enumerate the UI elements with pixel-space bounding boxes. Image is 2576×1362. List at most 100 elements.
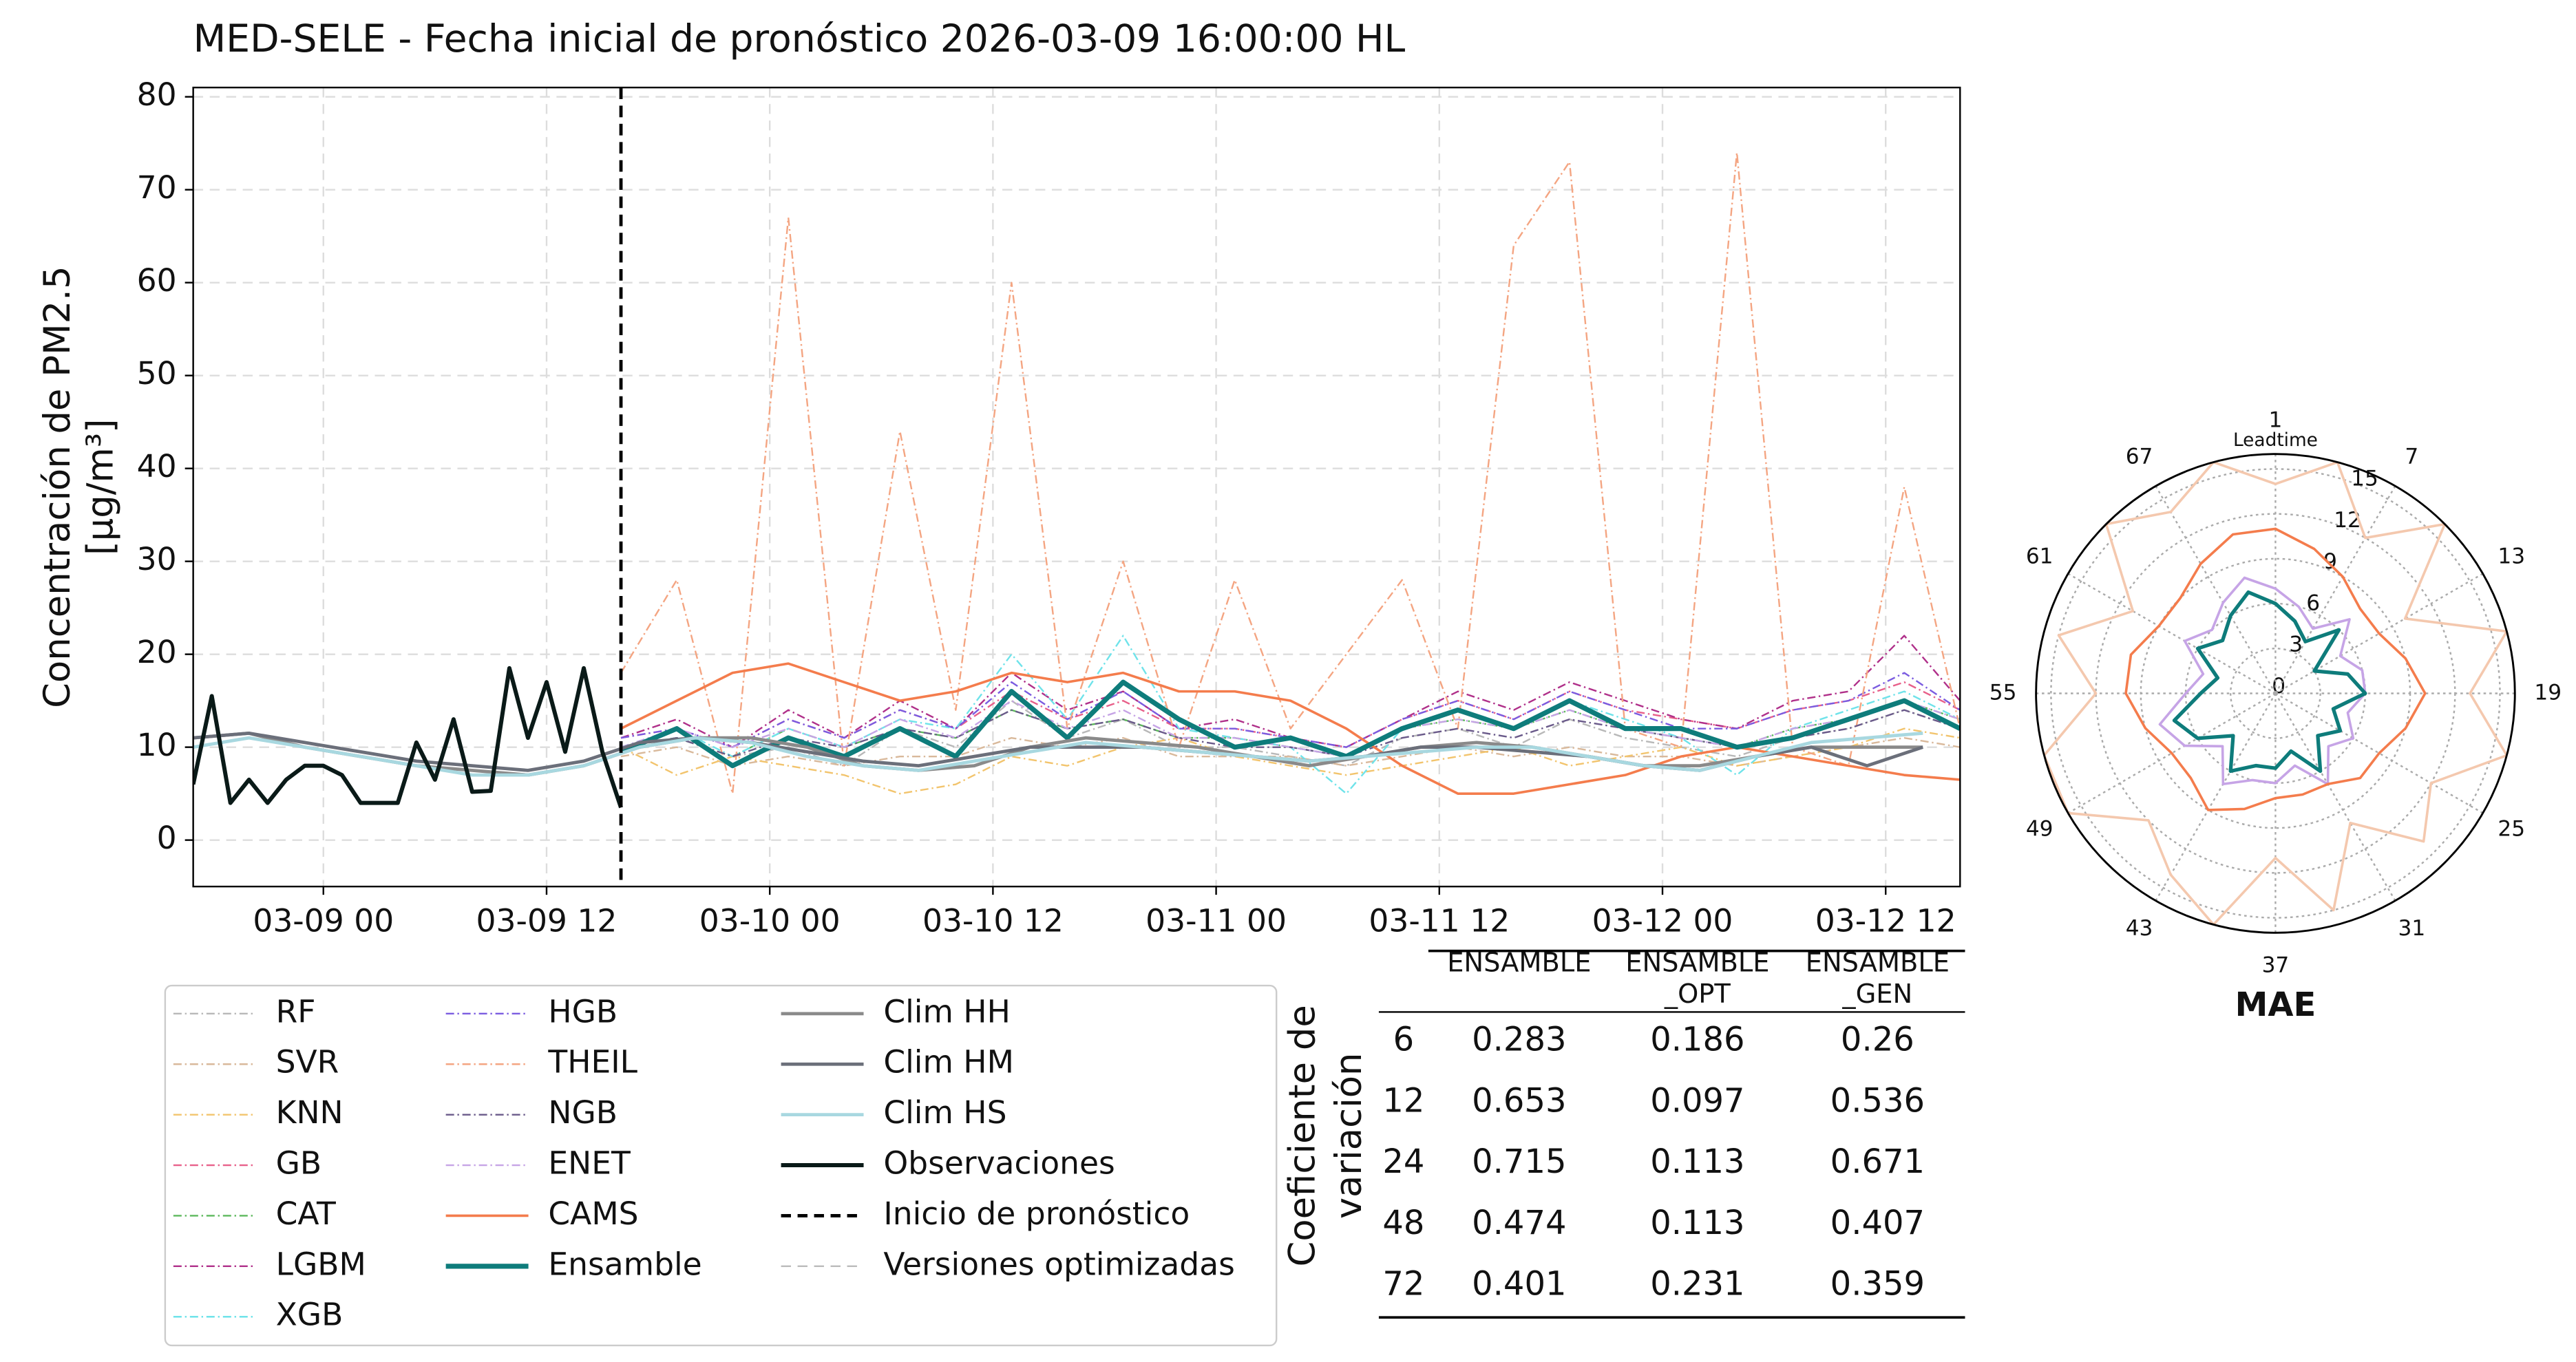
legend-label: THEIL	[547, 1044, 637, 1081]
table-cell: 0.536	[1830, 1081, 1925, 1120]
y-tick-label: 10	[137, 727, 177, 763]
table-cell: 72	[1382, 1265, 1424, 1304]
table-cell: 0.401	[1472, 1265, 1566, 1304]
table-cell: 0.474	[1472, 1204, 1566, 1242]
table-cell: 0.113	[1650, 1142, 1744, 1181]
table-cell: 24	[1382, 1142, 1424, 1181]
table-cell: 0.186	[1650, 1021, 1744, 1059]
table-cell: 0.653	[1472, 1081, 1566, 1120]
table-cell: 0.407	[1830, 1204, 1925, 1242]
series-line	[193, 732, 1923, 777]
grid-circle	[2050, 468, 2501, 919]
r-tick-label: 3	[2289, 632, 2303, 657]
theta-axis-label: Leadtime	[2233, 430, 2318, 451]
legend-label: Clim HS	[883, 1094, 1006, 1131]
y-tick-label: 50	[137, 355, 177, 392]
legend-label: RF	[276, 993, 316, 1030]
grid-spoke	[2155, 485, 2277, 694]
table-row-header: variación	[1328, 1053, 1370, 1220]
theta-tick-label: 43	[2126, 916, 2153, 941]
x-tick-label: 03-11 12	[1369, 902, 1510, 939]
y-tick-label: 40	[137, 448, 177, 485]
theta-tick-label: 67	[2126, 445, 2153, 469]
y-tick-label: 0	[157, 820, 177, 856]
polar-series-line	[2124, 527, 2427, 811]
series-line	[620, 727, 1961, 795]
theta-tick-label: 19	[2534, 680, 2562, 705]
legend-label: Observaciones	[883, 1145, 1115, 1182]
polar-title: MAE	[2235, 986, 2316, 1024]
grid-spoke	[2155, 692, 2277, 902]
y-tick-label: 20	[137, 634, 177, 670]
plot-lines	[193, 151, 1961, 809]
x-tick-label: 03-11 00	[1146, 902, 1287, 939]
theta-tick-label: 25	[2498, 816, 2525, 841]
legend-label: Versiones optimizadas	[883, 1246, 1235, 1282]
x-tick-label: 03-10 12	[922, 902, 1064, 939]
table-cell: 48	[1382, 1204, 1424, 1242]
grid-circle	[2230, 648, 2321, 739]
table-cell: 0.097	[1650, 1081, 1744, 1120]
table-cell: 0.26	[1841, 1021, 1914, 1059]
r-tick-label: 12	[2334, 508, 2361, 533]
theta-tick-label: 31	[2398, 916, 2425, 941]
table-cell: 0.715	[1472, 1142, 1566, 1181]
legend-label: CAMS	[548, 1195, 638, 1232]
r-tick-label: 6	[2306, 590, 2320, 615]
y-axis-label: Concentración de PM2.5	[36, 266, 78, 707]
theta-tick-label: 61	[2026, 544, 2054, 569]
table-column-header: ENSAMBLE	[1625, 947, 1769, 978]
table-column-header: _GEN	[1841, 979, 1912, 1010]
chart-title: MED-SELE - Fecha inicial de pronóstico 2…	[193, 17, 1406, 61]
legend-box	[164, 984, 1278, 1347]
table-cell: 12	[1382, 1081, 1424, 1120]
legend-label: XGB	[276, 1297, 344, 1333]
polar-series-line	[2172, 590, 2367, 774]
table-cell: 0.671	[1830, 1142, 1925, 1181]
series-line	[620, 151, 1961, 795]
r-tick-label: 15	[2351, 467, 2378, 491]
table-cell: 0.283	[1472, 1021, 1566, 1059]
theta-tick-label: 55	[1989, 680, 2017, 705]
table-cell: 0.359	[1830, 1265, 1925, 1304]
table-cell: 0.113	[1650, 1204, 1744, 1242]
x-tick-label: 03-12 12	[1815, 902, 1956, 939]
series-line	[193, 666, 623, 809]
y-tick-label: 30	[137, 541, 177, 577]
legend-label: NGB	[548, 1094, 617, 1131]
y-axis-label: [μg/m³]	[79, 418, 121, 555]
legend-label: Inicio de pronóstico	[883, 1195, 1190, 1232]
table-column-header: _OPT	[1664, 979, 1731, 1010]
legend-label: HGB	[548, 993, 617, 1030]
legend-label: ENET	[548, 1145, 631, 1182]
polar-series-line	[2042, 460, 2509, 926]
polar-frame	[2035, 453, 2516, 934]
x-tick-label: 03-10 00	[699, 902, 841, 939]
legend-label: Ensamble	[548, 1246, 701, 1282]
series-line	[620, 699, 1961, 758]
table-cell: 0.231	[1650, 1265, 1744, 1304]
table-column-header: ENSAMBLE	[1447, 947, 1591, 978]
table-cell: 6	[1393, 1021, 1415, 1059]
polar-lines	[2042, 460, 2509, 926]
legend-label: KNN	[276, 1094, 344, 1131]
plot-frame	[192, 86, 1961, 888]
table-column-header: ENSAMBLE	[1806, 947, 1950, 978]
table-row-header: Coeficiente de	[1282, 1005, 1324, 1266]
grid-spoke	[2067, 573, 2277, 694]
series-line	[620, 635, 1961, 795]
legend-label: Clim HM	[883, 1044, 1014, 1081]
y-tick-label: 60	[137, 262, 177, 299]
legend-label: GB	[276, 1145, 322, 1182]
x-tick-label: 03-12 00	[1592, 902, 1733, 939]
theta-tick-label: 7	[2405, 445, 2418, 469]
legend-label: Clim HH	[883, 993, 1011, 1030]
x-tick-label: 03-09 12	[476, 902, 617, 939]
legend-label: LGBM	[276, 1246, 366, 1282]
y-tick-label: 70	[137, 169, 177, 206]
series-line	[620, 635, 1961, 748]
theta-tick-label: 1	[2269, 408, 2283, 433]
grid-spoke	[2274, 692, 2396, 902]
theta-tick-label: 37	[2262, 953, 2290, 977]
